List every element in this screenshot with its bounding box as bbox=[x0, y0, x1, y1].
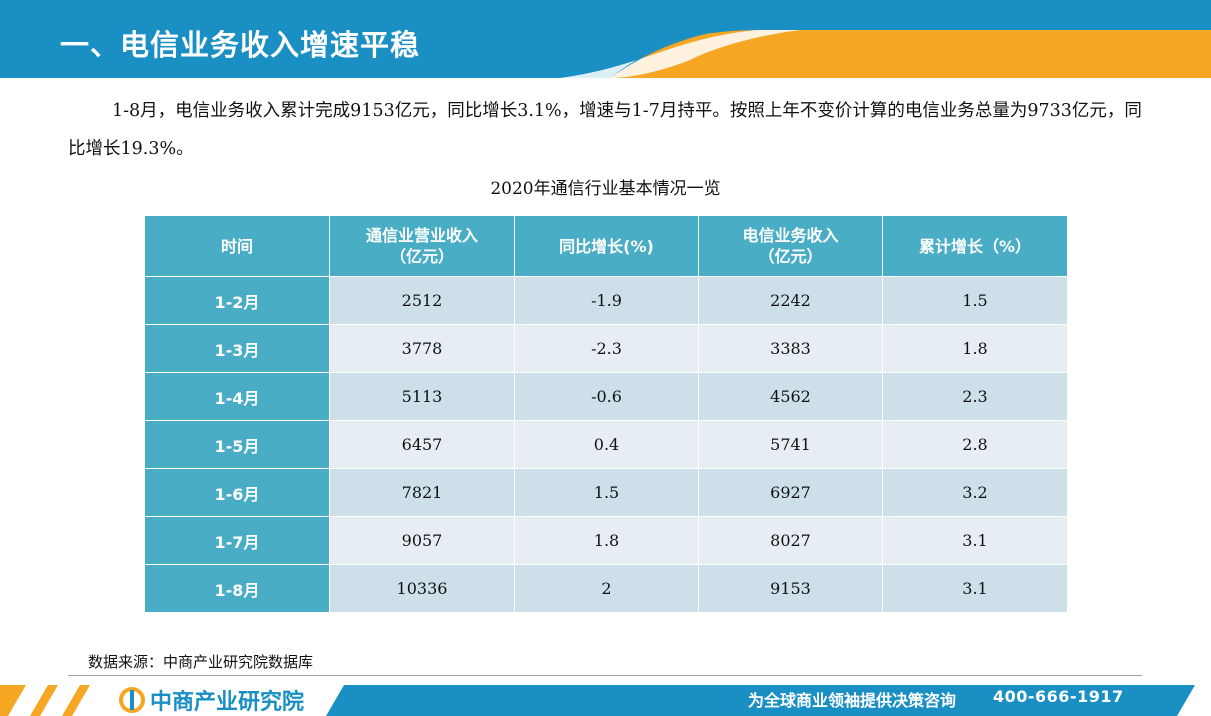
page-title: 一、电信业务收入增速平稳 bbox=[60, 28, 421, 62]
cell-telecom-revenue: 9153 bbox=[698, 564, 883, 613]
cell-telecom-revenue: 2242 bbox=[698, 276, 883, 325]
header-yoy: 同比增长(%) bbox=[514, 215, 699, 277]
cell-cumulative: 1.5 bbox=[882, 276, 1068, 325]
table-row: 1-8月 10336 2 9153 3.1 bbox=[144, 564, 1068, 613]
company-logo-icon bbox=[119, 687, 145, 713]
header-period: 时间 bbox=[144, 215, 330, 277]
table-row: 1-4月 5113 -0.6 4562 2.3 bbox=[144, 372, 1068, 421]
cell-yoy: 1.8 bbox=[514, 516, 699, 565]
cell-period: 1-7月 bbox=[144, 516, 330, 565]
source-divider bbox=[68, 675, 1142, 676]
cell-comm-revenue: 3778 bbox=[329, 324, 515, 373]
cell-cumulative: 3.1 bbox=[882, 564, 1068, 613]
cell-telecom-revenue: 5741 bbox=[698, 420, 883, 469]
cell-period: 1-6月 bbox=[144, 468, 330, 517]
table-row: 1-5月 6457 0.4 5741 2.8 bbox=[144, 420, 1068, 469]
footer-background bbox=[0, 685, 1195, 716]
cell-telecom-revenue: 8027 bbox=[698, 516, 883, 565]
cell-yoy: -2.3 bbox=[514, 324, 699, 373]
header-banner: 一、电信业务收入增速平稳 bbox=[0, 0, 1211, 78]
cell-yoy: 0.4 bbox=[514, 420, 699, 469]
cell-cumulative: 2.3 bbox=[882, 372, 1068, 421]
cell-period: 1-5月 bbox=[144, 420, 330, 469]
cell-telecom-revenue: 4562 bbox=[698, 372, 883, 421]
cell-cumulative: 3.2 bbox=[882, 468, 1068, 517]
cell-comm-revenue: 9057 bbox=[329, 516, 515, 565]
table-title: 2020年通信行业基本情况一览 bbox=[490, 179, 721, 199]
cell-period: 1-4月 bbox=[144, 372, 330, 421]
cell-comm-revenue: 5113 bbox=[329, 372, 515, 421]
footer-slogan: 为全球商业领袖提供决策咨询 bbox=[748, 691, 957, 710]
cell-telecom-revenue: 3383 bbox=[698, 324, 883, 373]
header-comm-revenue-line2: （亿元） bbox=[389, 247, 454, 266]
table-row: 1-7月 9057 1.8 8027 3.1 bbox=[144, 516, 1068, 565]
brand-name: 中商产业研究院 bbox=[150, 690, 305, 715]
cell-comm-revenue: 7821 bbox=[329, 468, 515, 517]
cell-cumulative: 3.1 bbox=[882, 516, 1068, 565]
header-telecom-revenue-line1: 电信业务收入 bbox=[742, 226, 839, 245]
cell-comm-revenue: 2512 bbox=[329, 276, 515, 325]
cell-telecom-revenue: 6927 bbox=[698, 468, 883, 517]
data-table: 时间 通信业营业收入 （亿元） 同比增长(%) 电信业务收入 （亿元） 累计增长… bbox=[144, 215, 1068, 613]
cell-yoy: -1.9 bbox=[514, 276, 699, 325]
footer-phone: 400-666-1917 bbox=[993, 687, 1124, 706]
header-cumulative: 累计增长（%） bbox=[882, 215, 1068, 277]
cell-comm-revenue: 10336 bbox=[329, 564, 515, 613]
table-row: 1-2月 2512 -1.9 2242 1.5 bbox=[144, 276, 1068, 325]
header-telecom-revenue: 电信业务收入 （亿元） bbox=[698, 215, 883, 277]
footer-banner: 中商产业研究院 为全球商业领袖提供决策咨询 400-666-1917 bbox=[0, 681, 1211, 716]
cell-period: 1-3月 bbox=[144, 324, 330, 373]
brand: 中商产业研究院 bbox=[118, 684, 304, 716]
header-comm-revenue: 通信业营业收入 （亿元） bbox=[329, 215, 515, 277]
cell-yoy: 2 bbox=[514, 564, 699, 613]
cell-yoy: -0.6 bbox=[514, 372, 699, 421]
cell-yoy: 1.5 bbox=[514, 468, 699, 517]
cell-period: 1-2月 bbox=[144, 276, 330, 325]
header-comm-revenue-line1: 通信业营业收入 bbox=[365, 226, 478, 245]
header-telecom-revenue-line2: （亿元） bbox=[758, 247, 823, 266]
cell-cumulative: 2.8 bbox=[882, 420, 1068, 469]
cell-comm-revenue: 6457 bbox=[329, 420, 515, 469]
cell-cumulative: 1.8 bbox=[882, 324, 1068, 373]
table-header-row: 时间 通信业营业收入 （亿元） 同比增长(%) 电信业务收入 （亿元） 累计增长… bbox=[144, 215, 1068, 277]
cell-period: 1-8月 bbox=[144, 564, 330, 613]
table-row: 1-6月 7821 1.5 6927 3.2 bbox=[144, 468, 1068, 517]
header-background bbox=[0, 0, 1211, 78]
table-row: 1-3月 3778 -2.3 3383 1.8 bbox=[144, 324, 1068, 373]
data-source-note: 数据来源：中商产业研究院数据库 bbox=[88, 653, 314, 671]
intro-paragraph: 1-8月，电信业务收入累计完成9153亿元，同比增长3.1%，增速与1-7月持平… bbox=[68, 101, 1142, 159]
